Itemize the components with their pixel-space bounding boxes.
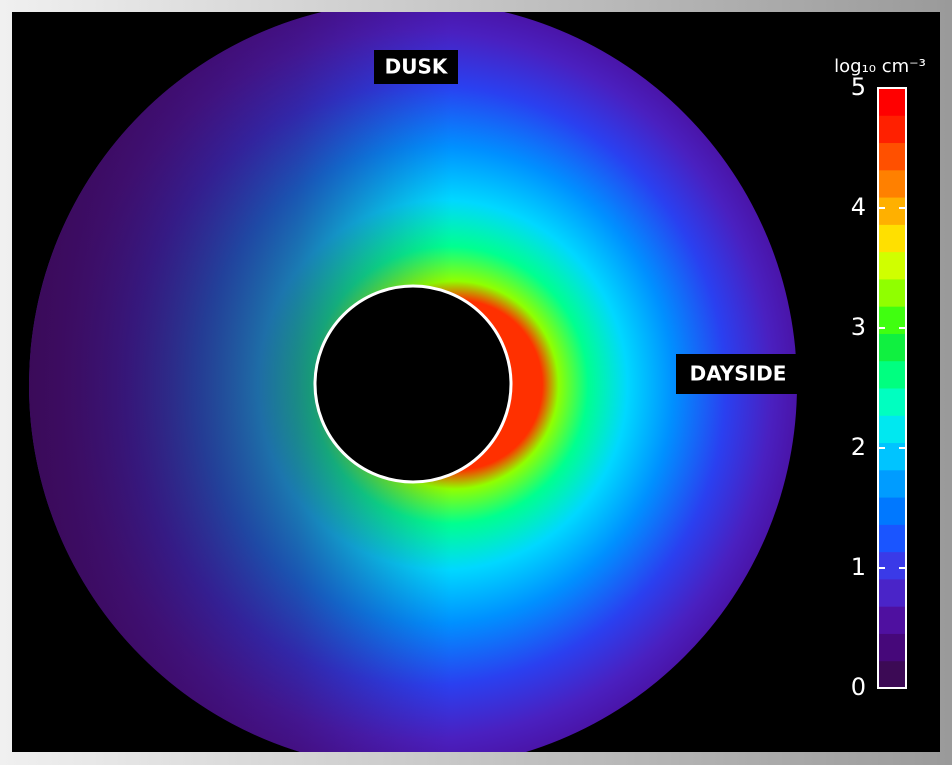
colorbar-segment (878, 415, 906, 443)
colorbar-segment (878, 443, 906, 471)
colorbar-segment (878, 661, 906, 689)
colorbar-label: log₁₀ cm⁻³ (834, 56, 926, 77)
colorbar-segment (878, 361, 906, 389)
colorbar-tick-label: 4 (851, 193, 866, 221)
figure: DUSK DAYSIDE log₁₀ cm⁻³ 0 1 2 3 4 5 (0, 0, 952, 765)
colorbar-segment (878, 224, 906, 252)
colorbar-tick-label: 2 (851, 433, 866, 461)
colorbar-segment (878, 470, 906, 498)
colorbar-segment (878, 306, 906, 334)
colorbar-segment (878, 579, 906, 607)
planet-hole (315, 286, 511, 482)
dusk-label: DUSK (385, 55, 449, 79)
colorbar-segment (878, 606, 906, 634)
colorbar-segment (878, 197, 906, 225)
colorbar-segment (878, 388, 906, 416)
page: DUSK DAYSIDE log₁₀ cm⁻³ 012345 (() => { … (0, 0, 952, 765)
colorbar-segment (878, 143, 906, 171)
colorbar-segment (878, 524, 906, 552)
colorbar-segment (878, 88, 906, 116)
colorbar-segment (878, 252, 906, 280)
colorbar-tick-label: 1 (851, 553, 866, 581)
colorbar-segment (878, 552, 906, 580)
colorbar-tick-label: 0 (851, 673, 866, 701)
colorbar-segment (878, 279, 906, 307)
colorbar-tick-label: 5 (851, 73, 866, 101)
colorbar-segment (878, 633, 906, 661)
colorbar-tick-label: 3 (851, 313, 866, 341)
colorbar-segment (878, 170, 906, 198)
colorbar-segment (878, 115, 906, 143)
colorbar-segment (878, 333, 906, 361)
colorbar-segment (878, 497, 906, 525)
dayside-label: DAYSIDE (690, 362, 787, 386)
